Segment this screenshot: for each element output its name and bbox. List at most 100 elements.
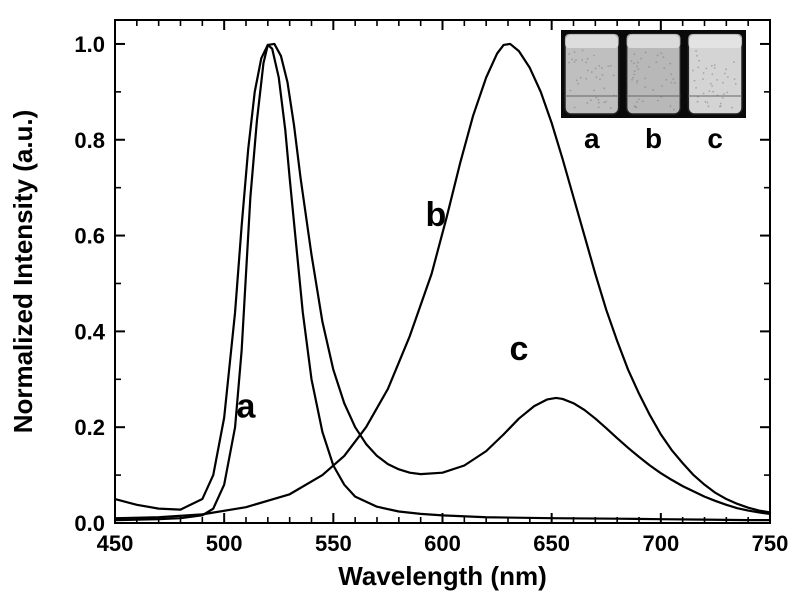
x-tick-label: 600 (424, 531, 461, 556)
inset-noise (707, 105, 709, 107)
inset-noise (595, 97, 597, 99)
inset-noise (719, 106, 721, 108)
inset-noise (703, 72, 705, 74)
inset-noise (702, 78, 704, 80)
inset-noise (670, 73, 672, 75)
inset-noise (633, 62, 635, 64)
inset-noise (570, 90, 572, 92)
inset-noise (725, 68, 727, 70)
inset-noise (636, 106, 638, 108)
y-tick-label: 0.4 (74, 319, 105, 344)
inset-noise (712, 91, 714, 93)
inset-noise (710, 83, 712, 85)
inset-noise (574, 107, 576, 109)
inset-noise (674, 82, 676, 84)
inset-noise (598, 102, 600, 104)
inset-vial-cap (627, 34, 681, 48)
spectra-chart: 4505005506006507007500.00.20.40.60.81.0W… (0, 0, 800, 603)
inset-noise (722, 97, 724, 99)
inset-noise (598, 65, 600, 67)
y-tick-label: 0.2 (74, 415, 105, 440)
inset-noise (587, 58, 589, 60)
inset-noise (663, 67, 665, 69)
inset-noise (657, 100, 659, 102)
inset-noise (692, 70, 694, 72)
inset-noise (633, 53, 635, 55)
y-tick-label: 0.0 (74, 511, 105, 536)
inset-noise (576, 79, 578, 81)
y-tick-label: 0.8 (74, 128, 105, 153)
inset-noise (727, 76, 729, 78)
inset-noise (726, 91, 728, 93)
inset-noise (605, 101, 607, 103)
inset-noise (705, 67, 707, 69)
inset-noise (672, 78, 674, 80)
inset-noise (631, 79, 633, 81)
inset-noise (599, 79, 601, 81)
inset-noise (573, 61, 575, 63)
inset-noise (585, 78, 587, 80)
curve-label-c: c (509, 330, 528, 368)
inset-noise (610, 107, 612, 109)
inset-noise (636, 80, 638, 82)
inset-noise (637, 62, 639, 64)
inset-noise (644, 86, 646, 88)
inset-noise (694, 80, 696, 82)
inset-noise (636, 101, 638, 103)
inset-noise (636, 66, 638, 68)
inset-noise (733, 61, 735, 63)
inset-noise (568, 62, 570, 64)
chart-svg: 4505005506006507007500.00.20.40.60.81.0W… (0, 0, 800, 603)
inset-noise (711, 65, 713, 67)
curve-label-a: a (237, 388, 257, 426)
inset-noise (633, 74, 635, 76)
inset-noise (652, 89, 654, 91)
inset-noise (598, 99, 600, 101)
inset-label-a: a (584, 123, 600, 154)
inset-noise (662, 56, 664, 58)
inset-noise (613, 75, 615, 77)
inset-noise (587, 70, 589, 72)
inset-noise (708, 90, 710, 92)
inset-noise (644, 77, 646, 79)
inset-noise (601, 67, 603, 69)
x-axis-label: Wavelength (nm) (338, 561, 546, 591)
inset-noise (697, 101, 699, 103)
inset-noise (697, 66, 699, 68)
inset-noise (574, 51, 576, 53)
inset-noise (696, 55, 698, 57)
inset-vial-cap (688, 34, 742, 48)
inset-noise (724, 73, 726, 75)
inset-noise (602, 74, 604, 76)
inset-noise (577, 83, 579, 85)
x-tick-label: 650 (533, 531, 570, 556)
inset-noise (637, 68, 639, 70)
inset-noise (665, 79, 667, 81)
inset-noise (580, 77, 582, 79)
inset-noise (661, 85, 663, 87)
inset-label-b: b (645, 123, 662, 154)
y-tick-label: 0.6 (74, 224, 105, 249)
inset-noise (711, 85, 713, 87)
inset-noise (595, 67, 597, 69)
inset-noise (657, 55, 659, 57)
inset-noise (711, 73, 713, 75)
inset-noise (648, 66, 650, 68)
inset-noise (591, 71, 593, 73)
inset-noise (585, 62, 587, 64)
inset-noise (593, 89, 595, 91)
inset-label-c: c (707, 123, 723, 154)
inset-noise (734, 78, 736, 80)
inset-noise (634, 70, 636, 72)
inset-noise (638, 98, 640, 100)
inset-noise (673, 109, 675, 111)
inset-noise (607, 65, 609, 67)
inset-noise (595, 76, 597, 78)
inset-noise (593, 55, 595, 57)
inset-noise (581, 59, 583, 61)
inset-noise (645, 52, 647, 54)
inset-noise (705, 101, 707, 103)
inset-noise (610, 65, 612, 67)
y-axis-label: Normalized Intensity (a.u.) (8, 110, 38, 434)
inset-noise (707, 102, 709, 104)
